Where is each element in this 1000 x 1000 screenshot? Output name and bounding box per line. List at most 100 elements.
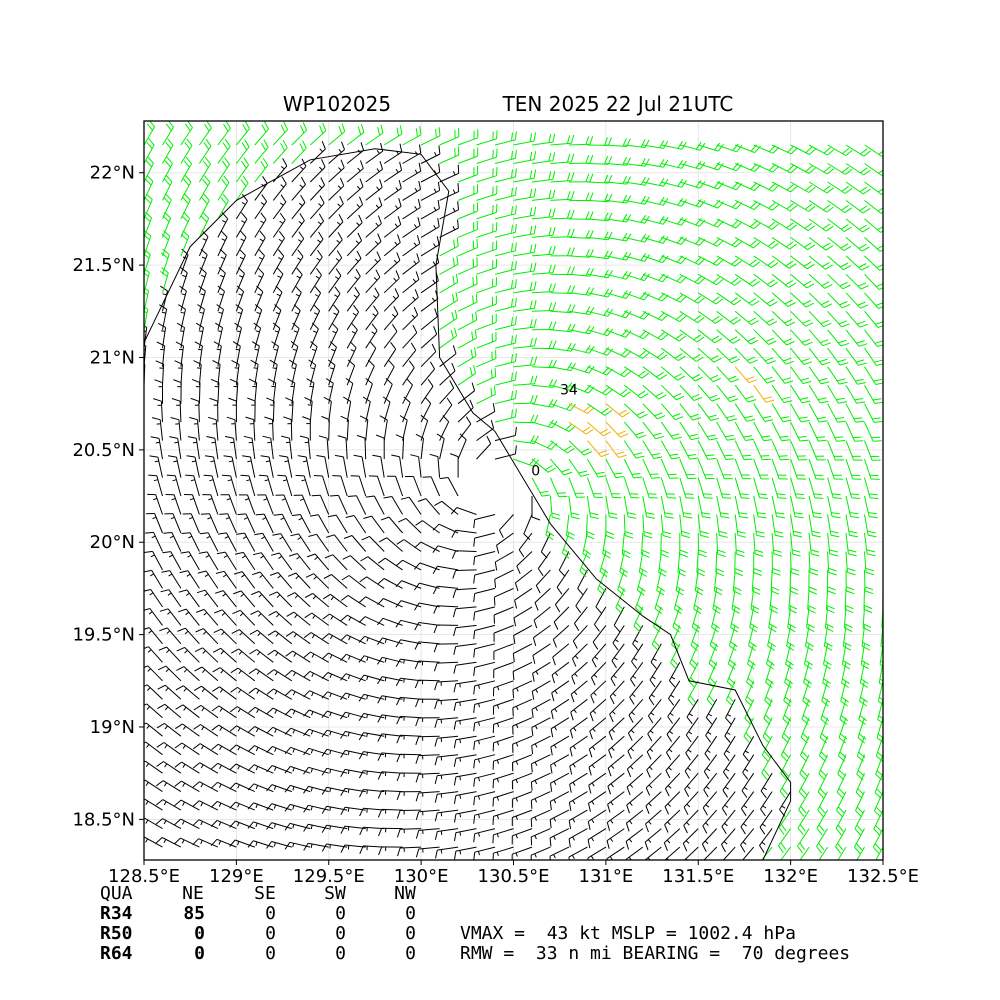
wind-barb: [588, 791, 607, 812]
wind-barb: [679, 440, 699, 460]
wind-barb: [164, 513, 182, 534]
wind-barb: [513, 624, 533, 645]
wind-barb: [194, 647, 219, 663]
wind-barb: [530, 772, 551, 791]
wind-barb: [771, 384, 793, 404]
wind-barb: [882, 588, 883, 611]
row-r34-se: 0: [265, 903, 276, 924]
wind-barb: [588, 772, 607, 794]
wind-barb: [492, 754, 514, 770]
wind-barb: [286, 611, 311, 626]
wind-barb: [250, 610, 274, 626]
wind-barb: [513, 375, 538, 386]
wind-barb: [882, 311, 883, 313]
wind-barb: [147, 493, 163, 515]
wind-barb: [753, 181, 780, 192]
wind-barb: [175, 341, 184, 367]
wind-barb: [531, 133, 556, 146]
wind-barb: [568, 458, 590, 477]
wind-barb: [236, 532, 256, 552]
wind-barb: [513, 394, 538, 405]
wind-barb: [550, 717, 570, 738]
wind-barb: [253, 322, 262, 349]
wind-barb: [882, 496, 883, 499]
wind-barb: [590, 680, 607, 704]
wind-barb: [235, 212, 248, 238]
wind-barb: [173, 379, 182, 404]
wind-barb: [808, 366, 830, 385]
wind-barb: [187, 436, 200, 460]
wind-barb: [231, 629, 256, 645]
wind-barb: [605, 290, 632, 299]
wind-barb: [452, 569, 477, 579]
wind-barb: [790, 292, 814, 308]
wind-barb: [439, 273, 459, 294]
wind-barb: [434, 680, 459, 691]
wind-barb: [558, 551, 570, 577]
wind-barb: [204, 455, 219, 478]
wind-barb: [229, 744, 256, 756]
wind-barb: [174, 780, 200, 793]
wind-barb: [513, 206, 537, 220]
wind-barb: [457, 382, 476, 405]
wind-barb: [346, 323, 358, 349]
wind-barb: [716, 440, 735, 460]
wind-barb: [568, 403, 595, 414]
wind-barb: [306, 378, 315, 404]
wind-barb: [457, 293, 478, 312]
wind-barb: [232, 341, 241, 367]
wind-barb: [642, 384, 667, 400]
wind-barb: [285, 669, 311, 682]
wind-barb: [589, 698, 607, 722]
wind-barb: [531, 152, 556, 164]
wind-barb: [365, 323, 378, 349]
wind-barb: [827, 477, 842, 499]
wind-barb: [568, 440, 593, 456]
wind-barb: [569, 717, 588, 739]
wind-barb: [845, 551, 856, 576]
wind-barb: [162, 138, 174, 164]
wind-barb: [492, 698, 514, 715]
wind-barb: [800, 717, 810, 744]
wind-barb: [494, 205, 517, 220]
wind-barb: [473, 532, 496, 547]
wind-barb: [457, 184, 479, 201]
wind-barb: [420, 200, 440, 220]
wind-barb: [707, 662, 718, 688]
wind-barb: [790, 347, 813, 365]
wind-barb: [144, 627, 163, 645]
wind-barb: [568, 809, 588, 830]
wind-barb: [202, 494, 219, 515]
wind-barb: [328, 286, 341, 312]
wind-barb: [587, 384, 613, 396]
wind-barb: [340, 614, 366, 626]
wind-barb: [827, 384, 847, 404]
wind-barb: [845, 384, 866, 404]
wind-barb: [493, 606, 514, 624]
wind-barb: [216, 551, 237, 571]
wind-barb: [359, 576, 385, 589]
wind-barb: [745, 680, 755, 707]
wind-barb: [605, 495, 618, 519]
wind-barb: [303, 785, 329, 794]
wind-barb: [494, 426, 517, 442]
wind-barb: [291, 322, 300, 349]
wind-barb: [864, 218, 883, 233]
wind-barb: [415, 791, 440, 802]
wind-barb: [247, 397, 256, 423]
wind-barb: [210, 819, 237, 830]
wind-barb: [210, 838, 237, 848]
wind-barb: [346, 304, 360, 331]
wind-barb: [702, 809, 718, 834]
wind-barb: [511, 772, 533, 790]
wind-barb: [402, 324, 418, 349]
wind-barb: [781, 717, 792, 744]
wind-barb: [382, 396, 391, 423]
wind-barb: [395, 677, 422, 687]
wind-barb: [476, 349, 497, 368]
wind-barb: [513, 281, 537, 294]
wind-barb: [473, 661, 496, 676]
wind-barb: [213, 628, 237, 645]
wind-barb: [180, 175, 192, 201]
